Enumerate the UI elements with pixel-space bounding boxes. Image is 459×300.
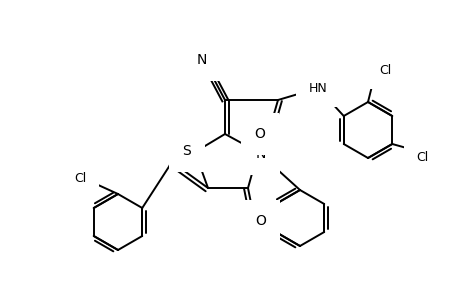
Text: Cl: Cl: [415, 151, 427, 164]
Text: N: N: [255, 147, 266, 161]
Text: Cl: Cl: [74, 172, 86, 184]
Text: O: O: [254, 127, 265, 141]
Text: S: S: [182, 144, 191, 158]
Text: HN: HN: [308, 82, 327, 94]
Text: N: N: [196, 53, 207, 67]
Text: Cl: Cl: [378, 64, 390, 76]
Text: O: O: [255, 214, 266, 228]
